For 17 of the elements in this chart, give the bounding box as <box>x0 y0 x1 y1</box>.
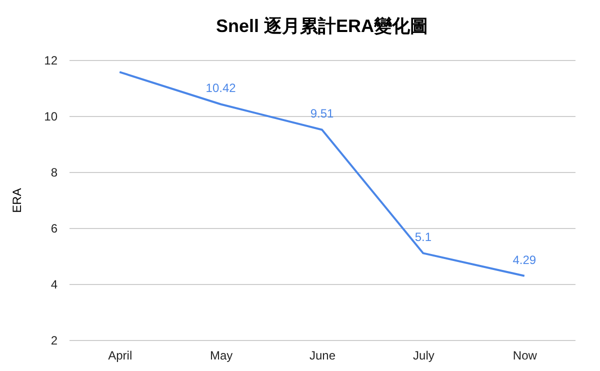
data-label: 10.42 <box>206 81 236 96</box>
y-tick-label: 12 <box>44 54 58 68</box>
x-tick-label: April <box>108 348 132 362</box>
x-tick-label: June <box>309 348 336 362</box>
data-label: 4.29 <box>512 252 536 267</box>
data-label: 5.1 <box>414 230 432 244</box>
data-label: 9.51 <box>310 106 334 121</box>
y-tick-label: 6 <box>50 222 58 236</box>
chart-title: Snell 逐月累計ERA變化圖 <box>216 16 428 36</box>
y-axis-title: ERA <box>10 188 24 213</box>
y-tick-label: 2 <box>50 334 58 348</box>
y-tick-label: 4 <box>50 278 58 292</box>
x-tick-label: May <box>210 348 233 362</box>
x-tick-label: Now <box>512 348 538 362</box>
x-tick-label: July <box>413 348 434 362</box>
y-tick-label: 10 <box>44 110 58 124</box>
y-tick-label: 8 <box>50 166 58 180</box>
